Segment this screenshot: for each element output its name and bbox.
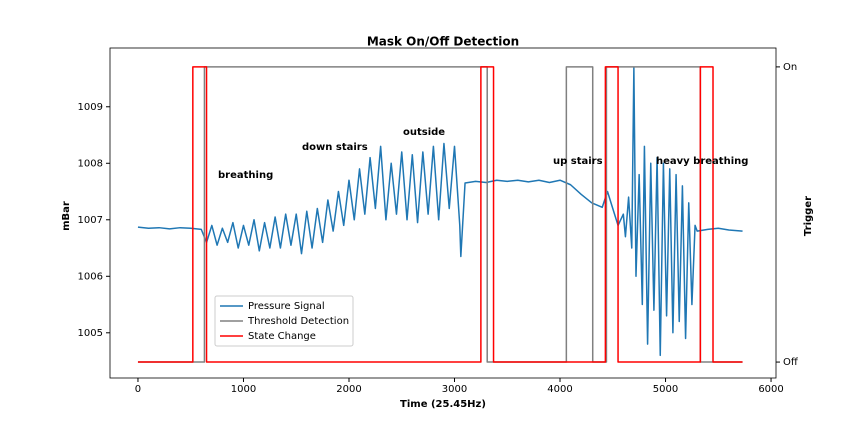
legend-box	[214, 295, 354, 347]
x-tick-label: 3000	[442, 384, 467, 395]
legend-label: Threshold Detection	[247, 316, 349, 327]
annotation: outside	[403, 127, 445, 138]
y-tick-label: 1009	[78, 102, 103, 113]
annotation: breathing	[218, 170, 273, 181]
y-tick-label: 1006	[78, 271, 103, 282]
y-axis-label: mBar	[61, 201, 72, 231]
x-tick-label: 2000	[336, 384, 361, 395]
x-tick-label: 6000	[758, 384, 783, 395]
y-tick-label: 1008	[78, 158, 103, 169]
series-line	[137, 66, 743, 363]
x-tick-label: 1000	[231, 384, 256, 395]
annotation: down stairs	[302, 142, 368, 153]
y-tick-label: 1005	[78, 328, 103, 339]
legend-label: State Change	[248, 331, 316, 342]
annotation: up stairs	[553, 156, 603, 167]
y2-tick-label: Off	[783, 357, 799, 368]
y2-tick-label: On	[783, 62, 797, 73]
x-tick-label: 5000	[653, 384, 678, 395]
annotation: heavy breathing	[656, 156, 748, 167]
x-tick-label: 0	[135, 384, 141, 395]
x-axis-label: Time (25.45Hz)	[400, 399, 486, 410]
y-tick-label: 1007	[78, 215, 103, 226]
legend-label: Pressure Signal	[248, 301, 325, 312]
x-tick-label: 4000	[547, 384, 572, 395]
chart-title: Mask On/Off Detection	[367, 35, 519, 49]
series-line	[137, 66, 743, 357]
legend: Pressure Signal Threshold Detection State …	[214, 295, 354, 347]
plot-frame	[109, 47, 777, 379]
series-line	[137, 66, 743, 363]
y2-axis-label: Trigger	[803, 196, 814, 236]
